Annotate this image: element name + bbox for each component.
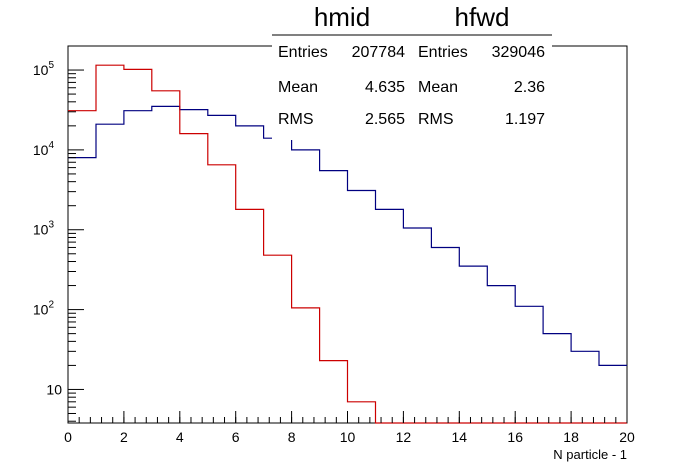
y-tick-label: 10	[46, 381, 62, 397]
y-tick-exponent: 2	[48, 300, 54, 311]
stats-value: 329046	[492, 44, 545, 61]
stats-label: RMS	[278, 111, 314, 128]
stats-label: RMS	[418, 111, 454, 128]
stats-label: Mean	[418, 79, 458, 96]
stats-label: Mean	[278, 79, 318, 96]
x-tick-label: 4	[176, 429, 184, 445]
stats-box-hmid	[272, 36, 412, 140]
histogram-series	[68, 64, 627, 424]
x-tick-label: 12	[396, 429, 412, 445]
series-hfwd-line	[68, 64, 627, 424]
series-hmid-line	[68, 105, 627, 366]
stats-value: 207784	[352, 44, 405, 61]
x-tick-label: 16	[507, 429, 523, 445]
stats-title: hfwd	[455, 2, 510, 32]
y-tick-exponent: 5	[48, 60, 54, 71]
stats-label: Entries	[418, 44, 468, 61]
x-tick-label: 10	[340, 429, 356, 445]
x-axis-title: N particle - 1	[553, 447, 627, 462]
y-tick-label: 104	[33, 140, 55, 158]
y-tick-label: 102	[33, 300, 55, 318]
x-tick-label: 8	[288, 429, 296, 445]
axes: 0 2 4 6 8 10 12 14 16 18 20 N particle - 1 10 102 103 1…	[33, 45, 635, 462]
stats-value: 4.635	[365, 79, 405, 96]
x-tick-label: 2	[120, 429, 128, 445]
y-tick-label: 105	[33, 60, 55, 78]
y-tick-label: 103	[33, 220, 55, 238]
stats-value: 2.565	[365, 111, 405, 128]
x-tick-label: 14	[452, 429, 468, 445]
y-tick-exponent: 3	[48, 220, 54, 231]
x-tick-label: 6	[232, 429, 240, 445]
stats-label: Entries	[278, 44, 328, 61]
stats-value: 2.36	[514, 79, 545, 96]
y-tick-exponent: 4	[48, 140, 54, 151]
x-tick-label: 20	[619, 429, 635, 445]
stats-title: hmid	[314, 2, 370, 32]
x-tick-label: 18	[563, 429, 579, 445]
stats-box-hfwd	[412, 36, 552, 140]
x-tick-label: 0	[64, 429, 72, 445]
stats-value: 1.197	[505, 111, 545, 128]
stats-boxes: hmid Entries 207784 Mean 4.635 RMS 2.565 hfwd En…	[272, 2, 552, 140]
